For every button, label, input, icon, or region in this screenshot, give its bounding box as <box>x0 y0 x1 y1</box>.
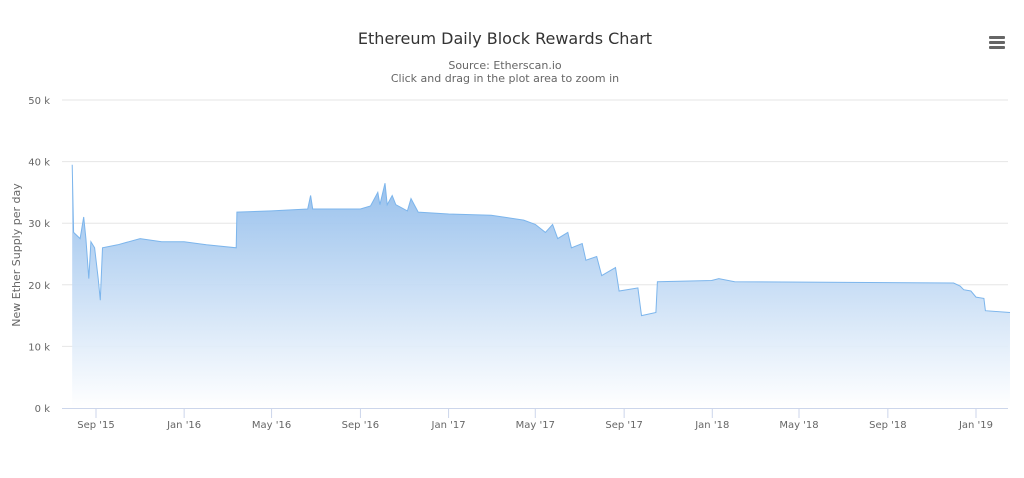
chart-title: Ethereum Daily Block Rewards Chart <box>357 29 653 48</box>
x-tick-label: Jan '17 <box>431 420 466 431</box>
x-tick-label: May '18 <box>779 420 818 431</box>
y-tick-label: 50 k <box>28 96 50 107</box>
x-tick-label: Sep '16 <box>342 420 380 431</box>
x-tick-label: Sep '17 <box>605 420 643 431</box>
x-tick-label: Sep '15 <box>77 420 115 431</box>
x-tick-label: Sep '18 <box>869 420 907 431</box>
y-tick-label: 30 k <box>28 219 50 230</box>
hamburger-menu-icon[interactable] <box>989 36 1005 50</box>
x-tick-label: Jan '19 <box>958 420 993 431</box>
x-tick-label: Jan '18 <box>694 420 729 431</box>
x-tick-label: May '17 <box>516 420 555 431</box>
chart-subtitle: Source: Etherscan.io <box>448 59 562 72</box>
y-tick-label: 40 k <box>28 158 50 169</box>
series-line <box>71 164 1011 317</box>
chart-zoom-hint: Click and drag in the plot area to zoom … <box>390 72 620 85</box>
y-tick-label: 20 k <box>28 281 50 292</box>
area-fill <box>72 164 1010 408</box>
y-axis-title: New Ether Supply per day <box>10 183 23 327</box>
y-tick-label: 0 k <box>35 404 51 415</box>
y-tick-label: 10 k <box>28 342 50 353</box>
x-tick-label: May '16 <box>252 420 291 431</box>
x-tick-label: Jan '16 <box>166 420 201 431</box>
